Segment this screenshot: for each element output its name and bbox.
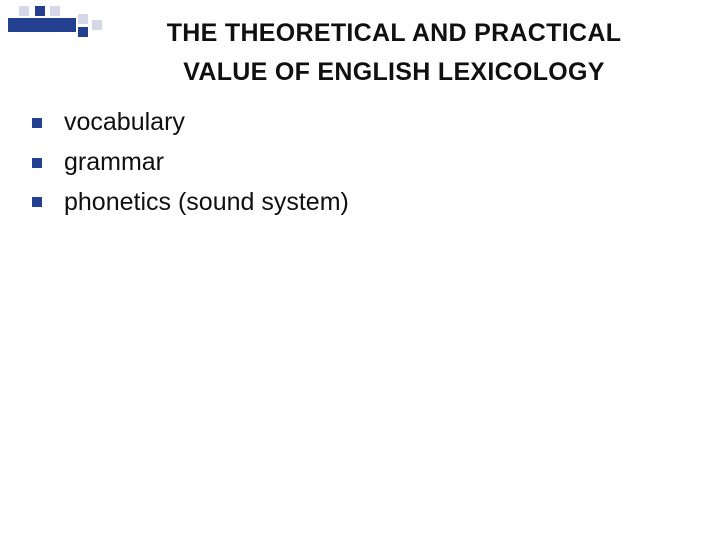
deco-square xyxy=(35,6,45,16)
title-line-2: VALUE OF ENGLISH LEXICOLOGY xyxy=(88,53,700,92)
corner-bar xyxy=(8,18,76,32)
deco-square xyxy=(50,6,60,16)
list-item: vocabulary xyxy=(32,106,680,140)
deco-square xyxy=(19,6,29,16)
bullet-marker-icon xyxy=(32,118,42,128)
deco-square xyxy=(78,27,88,37)
bullet-list: vocabulary grammar phonetics (sound syst… xyxy=(32,106,680,225)
deco-square xyxy=(78,14,88,24)
list-item: grammar xyxy=(32,146,680,180)
bullet-text: vocabulary xyxy=(64,106,185,140)
title-line-1: THE THEORETICAL AND PRACTICAL xyxy=(88,14,700,53)
bullet-text: grammar xyxy=(64,146,164,180)
bullet-marker-icon xyxy=(32,197,42,207)
list-item: phonetics (sound system) xyxy=(32,186,680,220)
bullet-text: phonetics (sound system) xyxy=(64,186,349,220)
bullet-marker-icon xyxy=(32,158,42,168)
slide-title: THE THEORETICAL AND PRACTICAL VALUE OF E… xyxy=(88,14,700,92)
